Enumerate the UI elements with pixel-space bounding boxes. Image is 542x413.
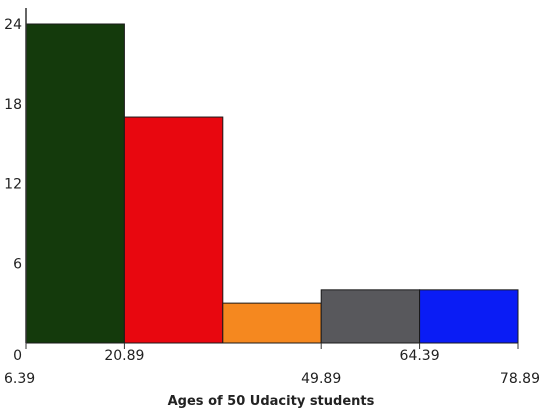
histogram-bars	[25, 23, 519, 344]
x-tick-label: 20.89	[104, 348, 144, 364]
x-tick-label: 49.89	[301, 371, 341, 387]
x-tick-label: 78.89	[500, 371, 540, 387]
y-tick-label: 6	[13, 256, 22, 272]
y-tick-label: 18	[4, 97, 22, 113]
y-axis-ticks: 0 6 12 18 24	[4, 17, 22, 364]
x-axis-ticks: 6.39 20.89 49.89 64.39 78.89	[4, 343, 540, 387]
histogram-bar-5	[419, 289, 519, 344]
histogram-bar-1	[25, 23, 125, 344]
x-tick-label: 64.39	[400, 348, 440, 364]
histogram-bar-2	[123, 116, 224, 344]
histogram-bar-4	[320, 289, 421, 344]
histogram-bar-3	[222, 302, 322, 344]
y-tick-label: 0	[13, 348, 22, 364]
x-axis-label: Ages of 50 Udacity students	[168, 394, 375, 409]
y-tick-label: 24	[4, 17, 22, 33]
x-tick-label: 6.39	[4, 371, 35, 387]
y-tick-label: 12	[4, 177, 22, 193]
